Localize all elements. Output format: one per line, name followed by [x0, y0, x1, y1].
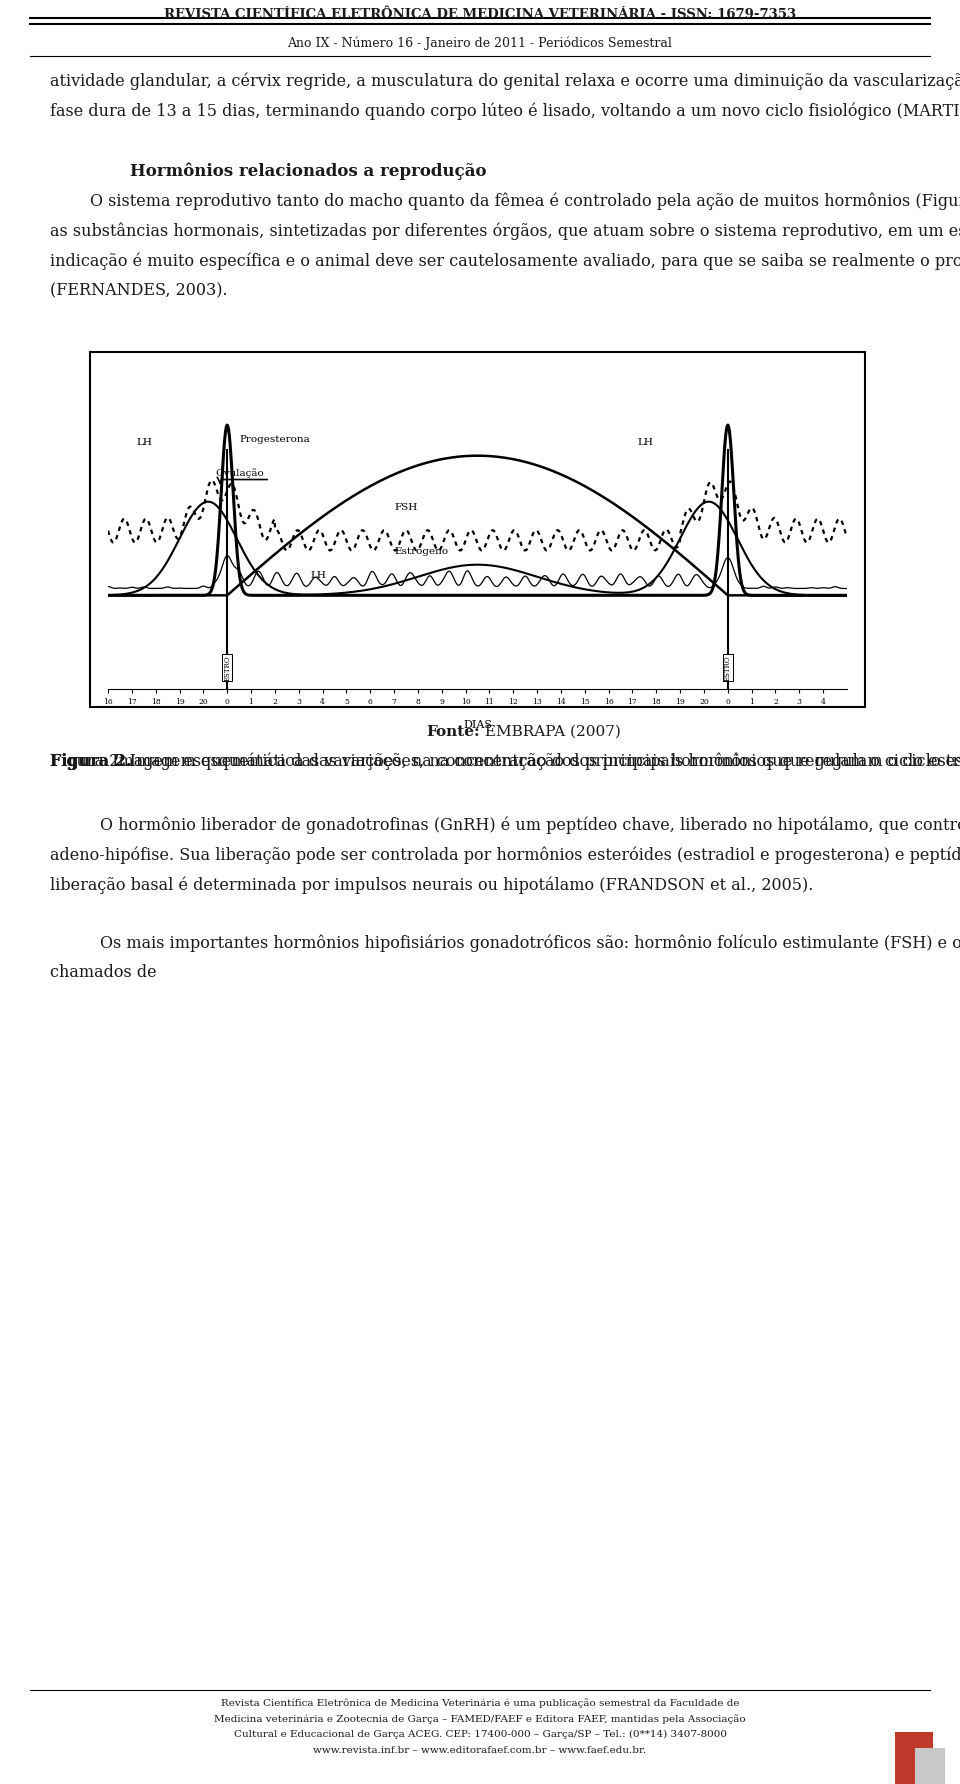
Bar [915, 1748, 945, 1784]
Text: O sistema reprodutivo tanto do macho quanto da fêmea é controlado pela ação de m: O sistema reprodutivo tanto do macho qua… [90, 193, 960, 209]
Text: Figura 2. Imagem esquemática das variações, na concentração dos principais hormô: Figura 2. Imagem esquemática das variaçõ… [50, 753, 960, 771]
Text: LH: LH [136, 439, 153, 448]
Text: Figura 2.: Figura 2. [50, 753, 132, 771]
Text: LH: LH [311, 571, 326, 580]
Text: REVISTA CIENTÍFICA ELETRÔNICA DE MEDICINA VETERINÁRIA - ISSN: 1679-7353: REVISTA CIENTÍFICA ELETRÔNICA DE MEDICIN… [164, 7, 796, 21]
Text: chamados de: chamados de [50, 963, 156, 981]
Text: www.revista.inf.br – www.editorafaef.com.br – www.faef.edu.br.: www.revista.inf.br – www.editorafaef.com… [313, 1747, 647, 1755]
Text: Estrógeno: Estrógeno [394, 548, 448, 557]
Text: atividade glandular, a cérvix regride, a musculatura do genital relaxa e ocorre : atividade glandular, a cérvix regride, a… [50, 71, 960, 89]
Text: Os mais importantes hormônios hipofisiários gonadotróficos são: hormônio folícul: Os mais importantes hormônios hipofisiár… [100, 935, 960, 951]
Text: FSH: FSH [394, 503, 418, 512]
Text: Fonte:: Fonte: [426, 724, 480, 739]
Text: Imagem esquemática das variações, na concentração dos principais hormônios que r: Imagem esquemática das variações, na con… [107, 753, 960, 771]
Text: Figura 2.: Figura 2. [50, 753, 132, 771]
Text: Ovulação: Ovulação [215, 469, 264, 478]
Bar [90, 351, 865, 706]
Text: Ano IX - Número 16 - Janeiro de 2011 - Periódicos Semestral: Ano IX - Número 16 - Janeiro de 2011 - P… [288, 36, 672, 50]
Text: Medicina veterinária e Zootecnia de Garça – FAMED/FAEF e Editora FAEF, mantidas : Medicina veterinária e Zootecnia de Garç… [214, 1714, 746, 1723]
Text: indicação é muito específica e o animal deve ser cautelosamente avaliado, para q: indicação é muito específica e o animal … [50, 252, 960, 269]
Text: Revista Científica Eletrônica de Medicina Veterinária é uma publicação semestral: Revista Científica Eletrônica de Medicin… [221, 1698, 739, 1707]
Text: Progesterona: Progesterona [239, 435, 310, 444]
Text: liberação basal é determinada por impulsos neurais ou hipotálamo (FRANDSON et al: liberação basal é determinada por impuls… [50, 876, 813, 894]
Text: fase dura de 13 a 15 dias, terminando quando corpo lúteo é lisado, voltando a um: fase dura de 13 a 15 dias, terminando qu… [50, 102, 960, 120]
Text: EMBRAPA (2007): EMBRAPA (2007) [480, 724, 621, 739]
Bar [895, 1732, 933, 1784]
Text: as substâncias hormonais, sintetizadas por diferentes órgãos, que atuam sobre o : as substâncias hormonais, sintetizadas p… [50, 221, 960, 239]
Text: O hormônio liberador de gonadotrofinas (GnRH) é um peptídeo chave, liberado no h: O hormônio liberador de gonadotrofinas (… [100, 815, 960, 833]
Text: ESTRO: ESTRO [223, 655, 231, 680]
Text: Hormônios relacionados a reprodução: Hormônios relacionados a reprodução [130, 162, 487, 180]
Text: adeno-hipófise. Sua liberação pode ser controlada por hormônios esteróides (estr: adeno-hipófise. Sua liberação pode ser c… [50, 846, 960, 863]
Text: ESTRO: ESTRO [724, 655, 732, 680]
Text: Cultural e Educacional de Garça ACEG. CEP: 17400-000 – Garça/SP – Tel.: (0**14) : Cultural e Educacional de Garça ACEG. CE… [233, 1730, 727, 1739]
X-axis label: DIAS: DIAS [463, 721, 492, 730]
Text: (FERNANDES, 2003).: (FERNANDES, 2003). [50, 282, 228, 300]
Text: LH: LH [637, 439, 653, 448]
